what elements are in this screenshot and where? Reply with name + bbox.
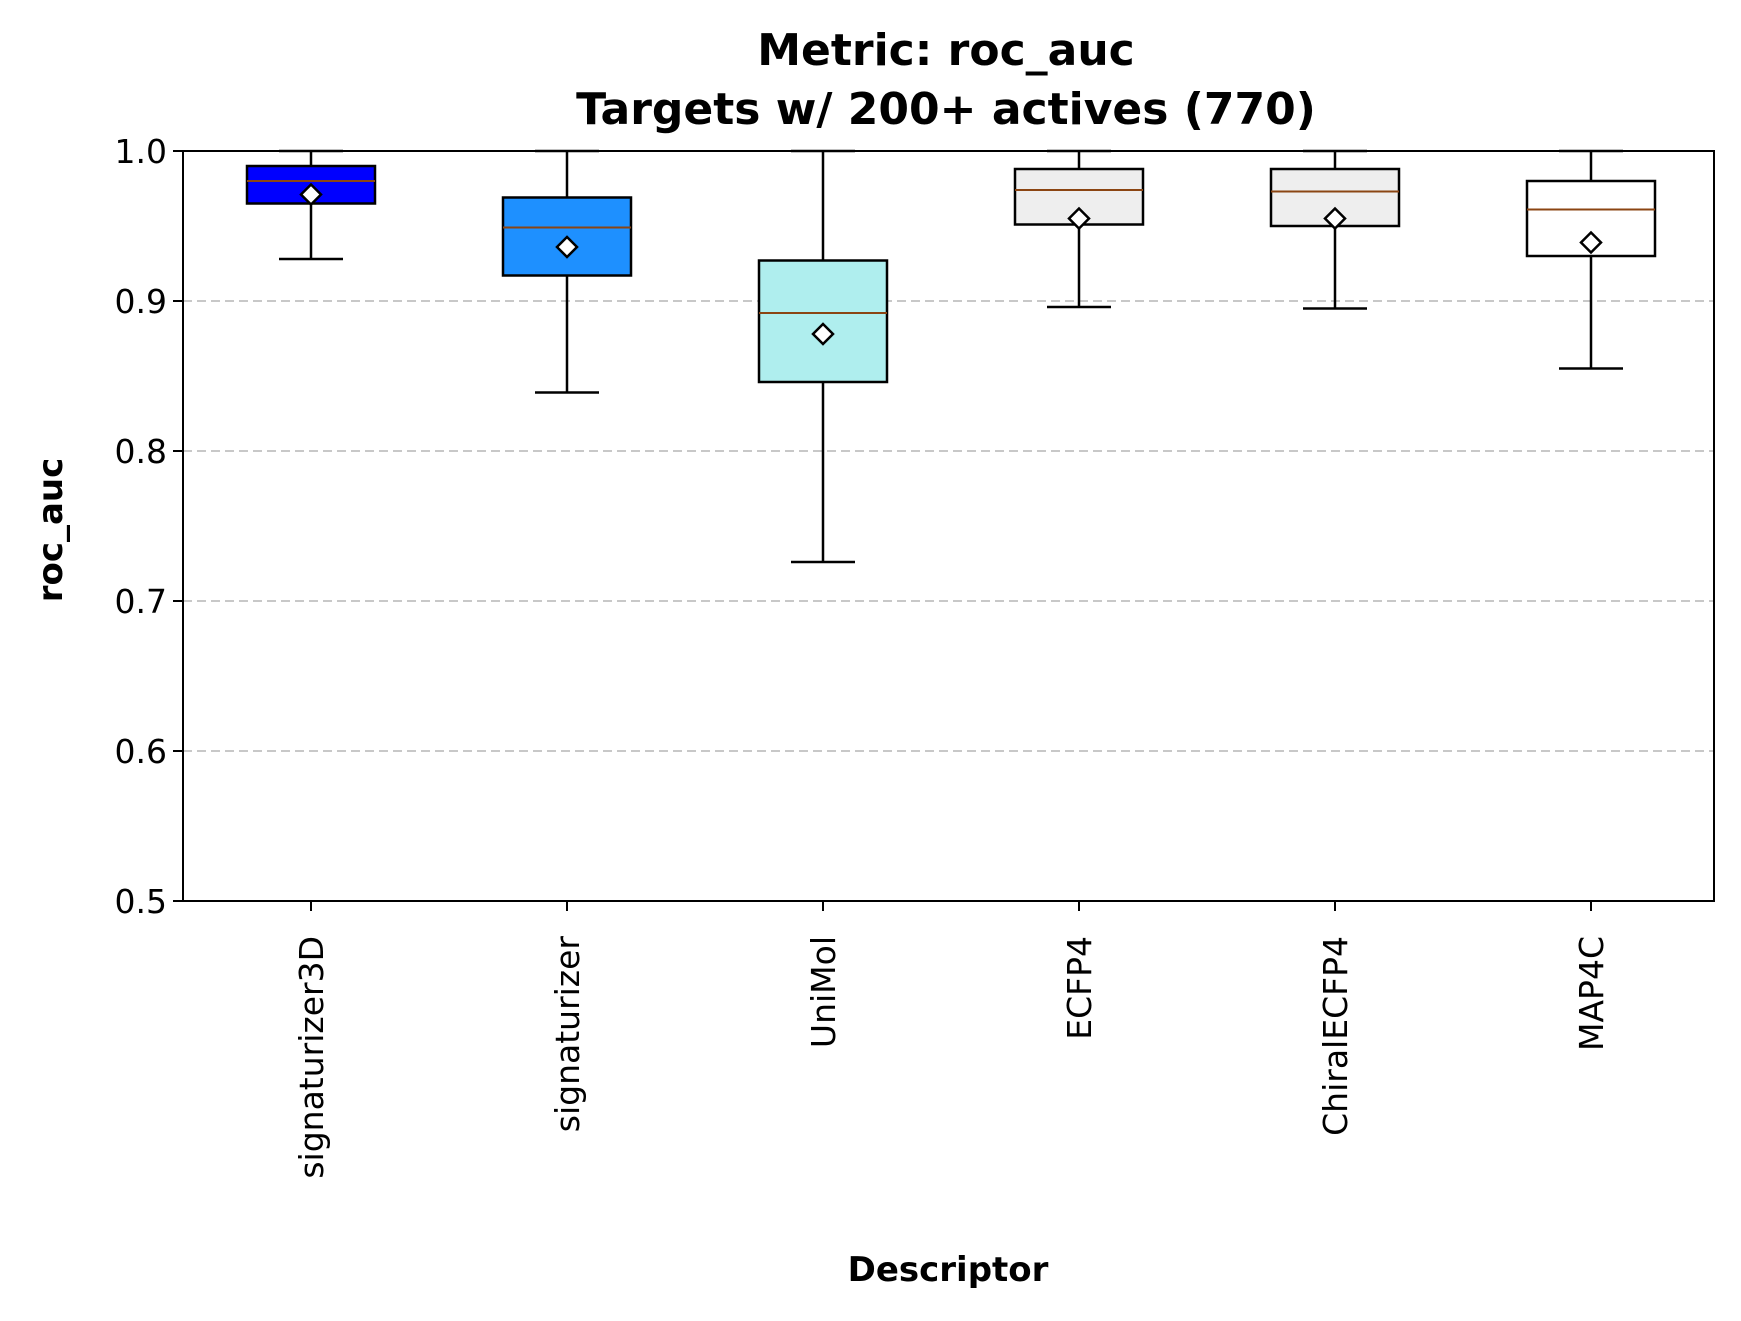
iqr-box (757, 259, 889, 384)
mean-marker (555, 235, 579, 259)
x-tick-label: UniMol (804, 936, 843, 1048)
y-tick-label: 0.5 (115, 882, 167, 921)
mean-marker (1067, 206, 1091, 231)
x-tick-label: MAP4C (1572, 936, 1611, 1051)
x-tick-label: ChiralECFP4 (1316, 936, 1355, 1136)
x-tick-label: signaturizer3D (292, 936, 331, 1179)
x-tick-label: signaturizer (548, 936, 587, 1133)
mean-marker (1323, 206, 1347, 231)
box-ECFP4 (1013, 149, 1145, 309)
box-ChiralECFP4 (1269, 149, 1401, 310)
box-signaturizer (501, 149, 633, 394)
y-tick-label: 1.0 (115, 132, 167, 171)
y-axis-label: roc_auc (31, 458, 71, 603)
chart-title: Metric: roc_auc (757, 25, 1135, 76)
mean-marker (299, 182, 323, 207)
mean-marker (1579, 230, 1603, 255)
mean-marker (811, 322, 835, 346)
box-signaturizer3D (245, 149, 377, 261)
x-axis-label: Descriptor (848, 1250, 1049, 1290)
box-MAP4C (1525, 149, 1657, 370)
y-tick-label: 0.8 (115, 432, 167, 471)
x-axis-ticks: signaturizer3D signaturizer UniMol ECFP4 Chi… (292, 901, 1611, 1179)
chart-subtitle: Targets w/ 200+ actives (770) (576, 84, 1316, 135)
x-tick-label: ECFP4 (1060, 936, 1099, 1040)
box-UniMol (757, 149, 889, 564)
plot-area-frame (182, 150, 1715, 902)
y-tick-label: 0.6 (115, 732, 167, 771)
y-axis-ticks: 0.5 0.6 0.7 0.8 0.9 1.0 (115, 132, 183, 921)
y-tick-label: 0.9 (115, 282, 167, 321)
box-series (245, 149, 1657, 564)
grid-lines (183, 300, 1714, 752)
y-tick-label: 0.7 (115, 582, 167, 621)
